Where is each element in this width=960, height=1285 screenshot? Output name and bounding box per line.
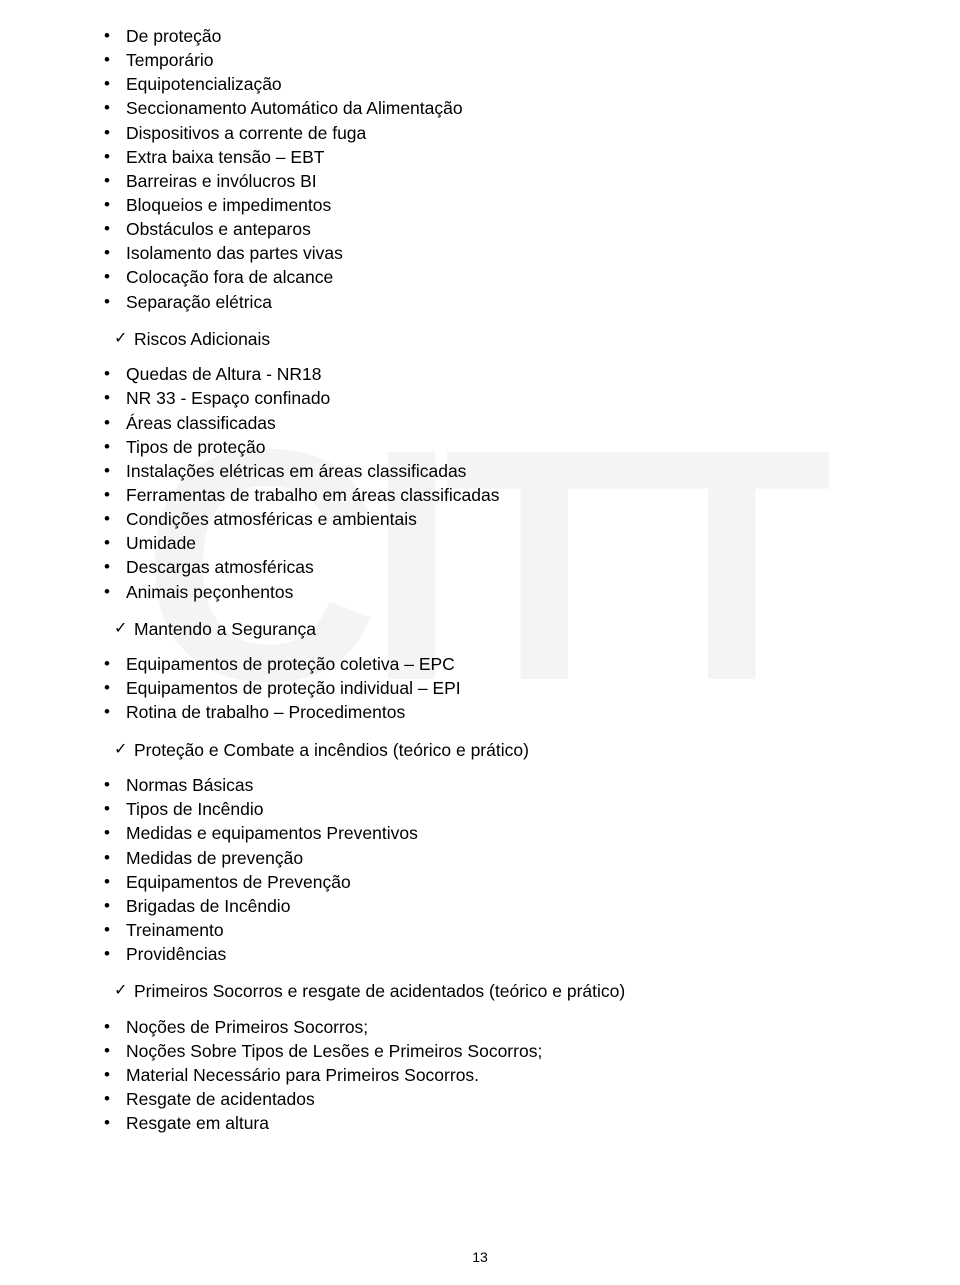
list-item: Descargas atmosféricas xyxy=(92,557,868,578)
list-item: Umidade xyxy=(92,533,868,554)
list-item: Seccionamento Automático da Alimentação xyxy=(92,98,868,119)
list-item: Tipos de proteção xyxy=(92,437,868,458)
bullet-list-1: De proteção Temporário Equipotencializaç… xyxy=(92,26,868,313)
list-item: Extra baixa tensão – EBT xyxy=(92,147,868,168)
list-item: Equipamentos de Prevenção xyxy=(92,872,868,893)
list-item: Medidas de prevenção xyxy=(92,848,868,869)
list-item: Bloqueios e impedimentos xyxy=(92,195,868,216)
list-item: Equipamentos de proteção coletiva – EPC xyxy=(92,654,868,675)
section-heading-protecao: Proteção e Combate a incêndios (teórico … xyxy=(114,740,868,761)
list-item: Quedas de Altura - NR18 xyxy=(92,364,868,385)
list-item: Separação elétrica xyxy=(92,292,868,313)
list-item: Noções Sobre Tipos de Lesões e Primeiros… xyxy=(92,1041,868,1062)
section-heading-mantendo: Mantendo a Segurança xyxy=(114,619,868,640)
bullet-list-2: Quedas de Altura - NR18 NR 33 - Espaço c… xyxy=(92,364,868,603)
list-item: Resgate de acidentados xyxy=(92,1089,868,1110)
list-item: Normas Básicas xyxy=(92,775,868,796)
list-item: Equipotencialização xyxy=(92,74,868,95)
list-item: De proteção xyxy=(92,26,868,47)
list-item: Noções de Primeiros Socorros; xyxy=(92,1017,868,1038)
list-item: Obstáculos e anteparos xyxy=(92,219,868,240)
list-item: Condições atmosféricas e ambientais xyxy=(92,509,868,530)
list-item: Animais peçonhentos xyxy=(92,582,868,603)
list-item: Providências xyxy=(92,944,868,965)
list-item: Temporário xyxy=(92,50,868,71)
list-item: Barreiras e invólucros BI xyxy=(92,171,868,192)
list-item: Isolamento das partes vivas xyxy=(92,243,868,264)
list-item: Dispositivos a corrente de fuga xyxy=(92,123,868,144)
list-item: Ferramentas de trabalho em áreas classif… xyxy=(92,485,868,506)
list-item: Medidas e equipamentos Preventivos xyxy=(92,823,868,844)
page-number: 13 xyxy=(472,1249,488,1265)
list-item: Instalações elétricas em áreas classific… xyxy=(92,461,868,482)
list-item: Material Necessário para Primeiros Socor… xyxy=(92,1065,868,1086)
list-item: Tipos de Incêndio xyxy=(92,799,868,820)
list-item: NR 33 - Espaço confinado xyxy=(92,388,868,409)
list-item: Resgate em altura xyxy=(92,1113,868,1134)
list-item: Equipamentos de proteção individual – EP… xyxy=(92,678,868,699)
section-heading-riscos: Riscos Adicionais xyxy=(114,329,868,350)
list-item: Colocação fora de alcance xyxy=(92,267,868,288)
list-item: Treinamento xyxy=(92,920,868,941)
section-heading-primeiros: Primeiros Socorros e resgate de acidenta… xyxy=(114,981,868,1002)
bullet-list-3: Equipamentos de proteção coletiva – EPC … xyxy=(92,654,868,724)
list-item: Brigadas de Incêndio xyxy=(92,896,868,917)
document-page: CITT De proteção Temporário Equipotencia… xyxy=(0,0,960,1285)
bullet-list-4: Normas Básicas Tipos de Incêndio Medidas… xyxy=(92,775,868,965)
bullet-list-5: Noções de Primeiros Socorros; Noções Sob… xyxy=(92,1017,868,1135)
list-item: Áreas classificadas xyxy=(92,413,868,434)
page-content: De proteção Temporário Equipotencializaç… xyxy=(92,26,868,1135)
list-item: Rotina de trabalho – Procedimentos xyxy=(92,702,868,723)
